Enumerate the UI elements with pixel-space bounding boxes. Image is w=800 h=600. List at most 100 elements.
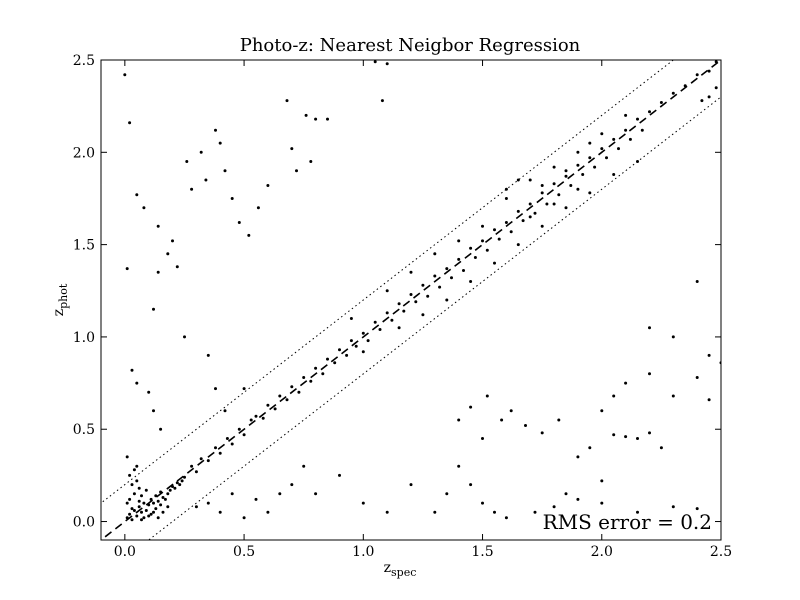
data-point	[564, 492, 568, 496]
data-point	[314, 366, 318, 370]
data-point	[249, 418, 253, 422]
data-point	[516, 243, 520, 247]
data-point	[445, 298, 449, 302]
data-point	[190, 464, 194, 468]
data-point	[521, 219, 525, 223]
data-point	[149, 512, 153, 516]
data-point	[636, 510, 639, 514]
data-point	[707, 69, 711, 73]
data-point	[163, 497, 167, 501]
data-point	[135, 479, 139, 483]
data-point	[528, 215, 532, 219]
data-point	[206, 501, 210, 505]
data-point	[671, 335, 675, 339]
data-point	[147, 503, 151, 507]
data-point	[152, 307, 155, 311]
data-point	[171, 239, 174, 243]
data-point	[137, 505, 141, 509]
data-point	[132, 468, 136, 472]
data-point	[564, 169, 568, 173]
data-point	[671, 91, 675, 95]
data-point	[469, 483, 473, 487]
data-point	[450, 276, 453, 280]
data-point	[438, 285, 442, 289]
axis-ticks	[101, 59, 722, 540]
x-tick-label: 1.5	[471, 544, 493, 560]
data-point	[304, 113, 308, 117]
data-point	[135, 193, 139, 197]
data-point	[152, 409, 155, 413]
data-point	[230, 197, 234, 200]
data-point	[385, 510, 389, 514]
data-point	[671, 394, 675, 398]
data-point	[648, 431, 651, 435]
data-point	[564, 206, 568, 210]
data-point	[206, 459, 210, 463]
data-point	[168, 488, 172, 492]
data-point	[628, 137, 632, 141]
data-point	[135, 464, 139, 468]
rms-annotation: RMS error = 0.2	[543, 510, 712, 534]
data-point	[266, 184, 270, 187]
data-point	[199, 457, 203, 461]
data-point	[485, 394, 489, 398]
data-point	[142, 516, 146, 520]
data-point	[485, 248, 489, 252]
data-point	[707, 398, 711, 402]
data-point	[171, 485, 174, 488]
data-point	[218, 451, 222, 455]
data-point	[600, 409, 604, 413]
data-point	[557, 193, 561, 197]
data-point	[481, 239, 484, 243]
data-point	[552, 182, 556, 186]
data-point	[349, 317, 353, 320]
data-point	[206, 353, 210, 357]
data-point	[361, 331, 365, 335]
data-point	[636, 117, 639, 121]
data-point	[214, 446, 217, 450]
data-point	[314, 117, 318, 121]
data-point	[593, 165, 597, 169]
data-point	[309, 160, 313, 163]
data-point	[130, 483, 134, 487]
data-point	[409, 270, 413, 274]
data-point	[588, 141, 592, 145]
data-point	[261, 416, 265, 420]
data-point	[242, 387, 246, 391]
data-point	[576, 150, 580, 154]
y-tick-label: 1.0	[73, 330, 95, 346]
data-point	[588, 446, 592, 450]
data-point	[457, 464, 461, 468]
data-point	[199, 150, 203, 154]
data-point	[533, 510, 537, 514]
y-tick-label: 2.5	[73, 53, 95, 69]
data-point	[409, 483, 413, 487]
data-point	[128, 512, 132, 516]
data-point	[161, 496, 165, 499]
data-point	[390, 318, 394, 322]
data-point	[640, 128, 644, 132]
data-point	[166, 252, 170, 256]
data-point	[695, 376, 699, 379]
data-point	[569, 184, 573, 187]
data-point	[194, 470, 198, 474]
data-point	[156, 224, 160, 228]
data-point	[612, 433, 616, 437]
data-point	[321, 372, 325, 376]
y-tick-labels: 0.0 0.5 1.0 1.5 2.0 2.5	[73, 53, 95, 531]
data-point	[600, 501, 604, 505]
data-point	[481, 224, 484, 228]
data-point	[445, 267, 449, 271]
data-point	[218, 141, 222, 145]
data-point	[354, 344, 358, 348]
x-axis-label-main: z	[384, 560, 391, 576]
data-point	[516, 209, 520, 213]
data-point	[128, 121, 132, 125]
data-point	[540, 431, 544, 435]
x-tick-labels: 0.0 0.5 1.0 1.5 2.0 2.5	[114, 544, 732, 560]
data-point	[156, 499, 160, 503]
data-point	[237, 221, 241, 224]
data-point	[147, 514, 151, 518]
data-point	[125, 267, 129, 271]
